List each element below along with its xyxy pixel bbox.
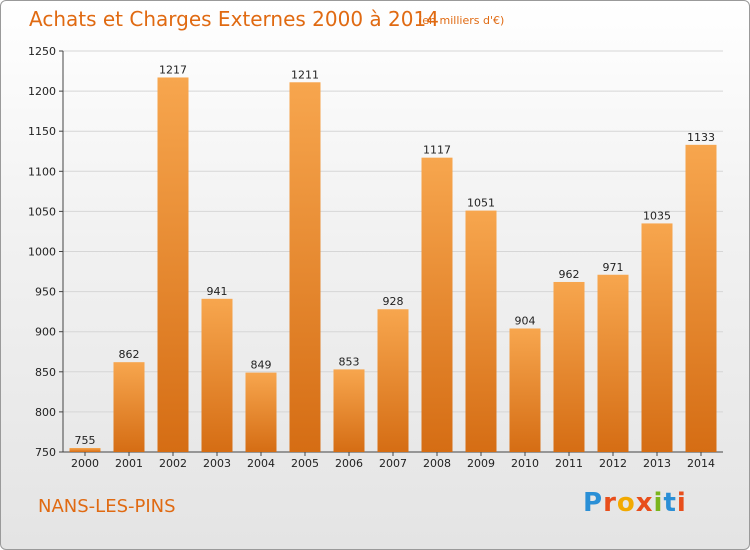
x-tick-label: 2012 <box>599 457 627 470</box>
logo-letter: o <box>616 488 636 518</box>
bar-2002 <box>157 77 189 452</box>
y-tick-label: 1100 <box>28 165 56 178</box>
x-tick-label: 2007 <box>379 457 407 470</box>
data-label: 1035 <box>643 209 671 222</box>
bar-2000 <box>69 447 101 452</box>
y-tick-label: 1150 <box>28 125 56 138</box>
logo-letter: i <box>676 488 687 518</box>
bar-2001 <box>113 362 145 452</box>
bar-2004 <box>245 372 277 452</box>
data-label: 849 <box>251 359 272 372</box>
data-label: 1051 <box>467 197 495 210</box>
logo-letter: r <box>603 488 617 518</box>
x-tick-label: 2008 <box>423 457 451 470</box>
logo-letter: P <box>583 488 604 518</box>
data-label: 1217 <box>159 63 187 76</box>
x-tick-label: 2011 <box>555 457 583 470</box>
data-label: 928 <box>383 295 404 308</box>
data-label: 941 <box>207 285 228 298</box>
x-tick-label: 2000 <box>71 457 99 470</box>
x-tick-label: 2002 <box>159 457 187 470</box>
data-label: 862 <box>119 348 140 361</box>
x-tick-label: 2013 <box>643 457 671 470</box>
y-tick-label: 950 <box>35 286 56 299</box>
y-tick-label: 1000 <box>28 246 56 259</box>
bar-2009 <box>465 210 497 452</box>
bar-2010 <box>509 328 541 452</box>
data-label: 971 <box>603 261 624 274</box>
bar-2014 <box>685 144 717 453</box>
data-label: 853 <box>339 355 360 368</box>
y-tick-label: 900 <box>35 326 56 339</box>
y-tick-label: 1050 <box>28 205 56 218</box>
data-label: 904 <box>515 314 536 327</box>
chart-subtitle: (en milliers d'€) <box>418 14 505 27</box>
bar-2012 <box>597 274 629 452</box>
x-tick-label: 2003 <box>203 457 231 470</box>
y-tick-label: 850 <box>35 366 56 379</box>
chart-title: Achats et Charges Externes 2000 à 2014 <box>29 7 439 31</box>
bar-2013 <box>641 223 673 452</box>
bar-2006 <box>333 369 365 452</box>
data-label: 1133 <box>687 131 715 144</box>
y-tick-label: 1200 <box>28 85 56 98</box>
bar-2005 <box>289 82 321 452</box>
x-tick-label: 2014 <box>687 457 715 470</box>
logo-letter: x <box>635 488 654 518</box>
logo-letter: i <box>653 488 664 518</box>
x-tick-label: 2004 <box>247 457 275 470</box>
y-tick-label: 750 <box>35 446 56 459</box>
logo-letter: t <box>663 488 677 518</box>
y-tick-label: 1250 <box>28 45 56 58</box>
data-label: 1211 <box>291 68 319 81</box>
y-tick-label: 800 <box>35 406 56 419</box>
location-label: NANS-LES-PINS <box>38 496 176 517</box>
data-label: 1117 <box>423 144 451 157</box>
bar-2008 <box>421 157 453 452</box>
bar-2003 <box>201 298 233 452</box>
bar-2007 <box>377 309 409 452</box>
proxiti-logo: Proxiti <box>583 488 687 518</box>
x-tick-label: 2006 <box>335 457 363 470</box>
x-tick-label: 2010 <box>511 457 539 470</box>
x-tick-label: 2009 <box>467 457 495 470</box>
x-tick-label: 2005 <box>291 457 319 470</box>
data-label: 755 <box>75 434 96 447</box>
bar-2011 <box>553 281 585 452</box>
x-tick-label: 2001 <box>115 457 143 470</box>
data-label: 962 <box>559 268 580 281</box>
